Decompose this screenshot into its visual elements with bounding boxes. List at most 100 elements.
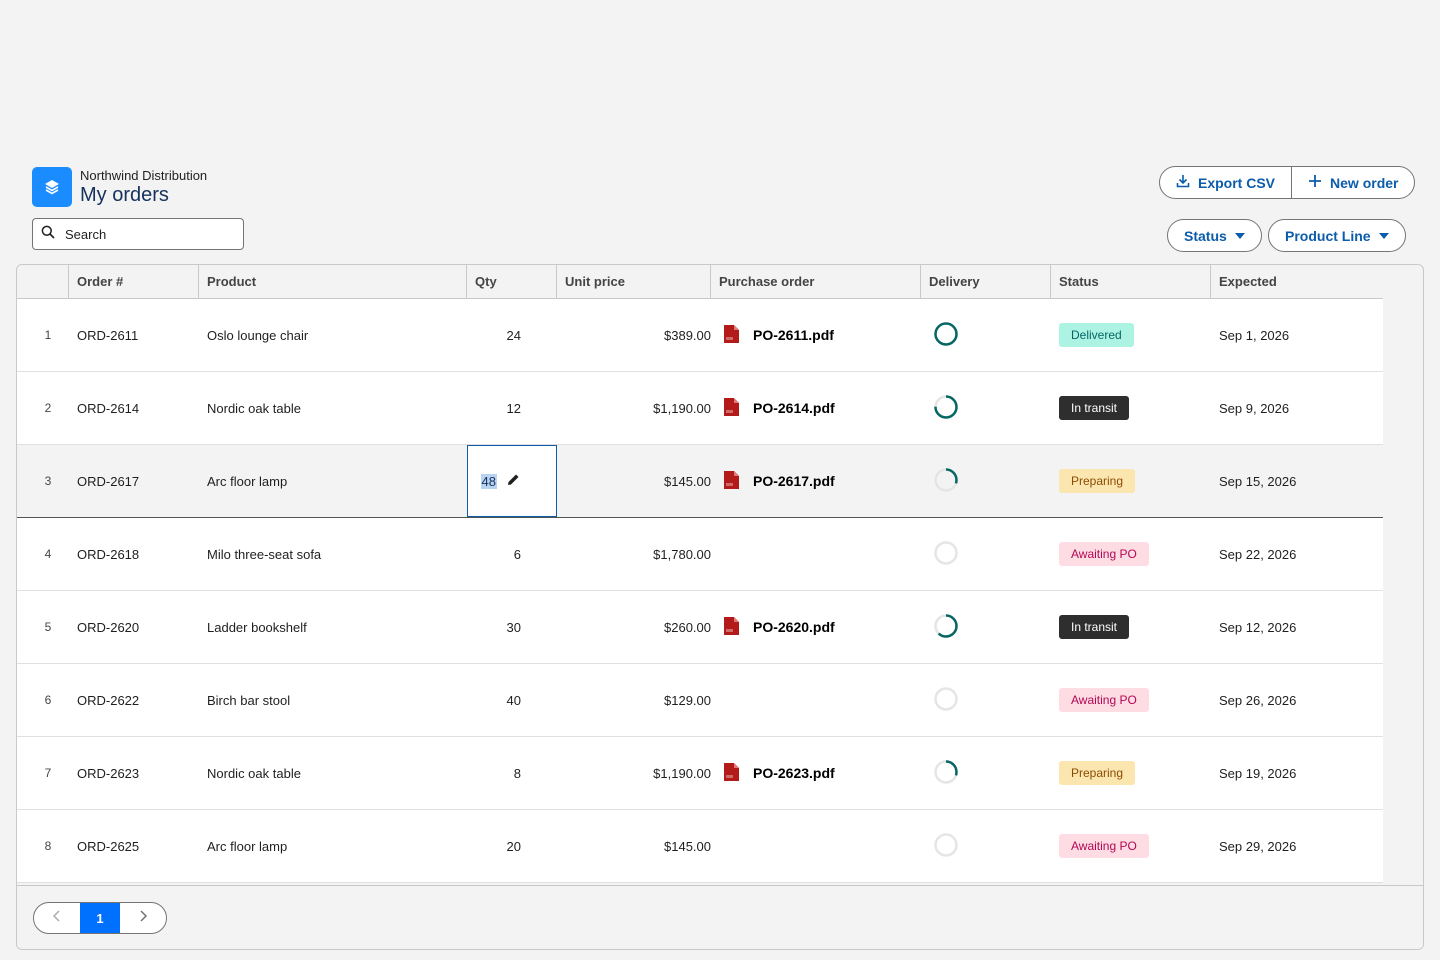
qty-cell[interactable]: 12 <box>467 372 557 444</box>
qty-cell[interactable]: 40 <box>467 664 557 736</box>
table-row[interactable]: 2 ORD-2614 Nordic oak table 12 $1,190.00 PO-2… <box>17 372 1383 445</box>
purchase-order-link[interactable]: PO-2617.pdf <box>753 473 835 489</box>
qty-cell[interactable]: 20 <box>467 810 557 882</box>
chevron-right-icon <box>138 909 148 927</box>
qty-cell[interactable]: 24 <box>467 299 557 371</box>
export-csv-button[interactable]: Export CSV <box>1160 167 1291 198</box>
purchase-order-cell[interactable]: PO-2611.pdf <box>711 299 921 371</box>
purchase-order-link[interactable]: PO-2623.pdf <box>753 765 835 781</box>
unit-price-cell[interactable]: $389.00 <box>557 299 711 371</box>
table-row[interactable]: 3 ORD-2617 Arc floor lamp 48 $145.00 PO-2617.… <box>17 445 1383 518</box>
expected-date-cell[interactable]: Sep 9, 2026 <box>1211 372 1373 444</box>
purchase-order-cell[interactable]: PO-2623.pdf <box>711 737 921 809</box>
expected-date-cell[interactable]: Sep 29, 2026 <box>1211 810 1373 882</box>
delivery-cell <box>921 372 1051 444</box>
order-number-cell[interactable]: ORD-2614 <box>69 372 199 444</box>
pdf-file-icon <box>723 471 739 492</box>
table-row[interactable]: 8 ORD-2625 Arc floor lamp 20 $145.00 Awaiting… <box>17 810 1383 883</box>
unit-price-cell[interactable]: $1,190.00 <box>557 737 711 809</box>
expected-date-cell[interactable]: Sep 1, 2026 <box>1211 299 1373 371</box>
product-cell[interactable]: Milo three-seat sofa <box>199 518 467 590</box>
product-cell[interactable]: Ladder bookshelf <box>199 591 467 663</box>
status-cell[interactable]: Preparing <box>1051 737 1211 809</box>
column-header-qty[interactable]: Qty <box>467 265 557 299</box>
grid-body: 1 ORD-2611 Oslo lounge chair 24 $389.00 PO-26… <box>17 299 1383 883</box>
caret-down-icon <box>1235 233 1245 239</box>
column-header-expected[interactable]: Expected <box>1211 265 1383 299</box>
expected-date-cell[interactable]: Sep 19, 2026 <box>1211 737 1373 809</box>
status-cell[interactable]: In transit <box>1051 372 1211 444</box>
status-filter-button[interactable]: Status <box>1167 219 1262 252</box>
qty-value: 24 <box>507 328 521 343</box>
product-cell[interactable]: Nordic oak table <box>199 737 467 809</box>
status-badge: Preparing <box>1059 469 1135 493</box>
grid-footer: 1 <box>17 885 1423 950</box>
column-header-status[interactable]: Status <box>1051 265 1211 299</box>
column-header-order[interactable]: Order # <box>69 265 199 299</box>
expected-date-cell[interactable]: Sep 15, 2026 <box>1211 445 1373 517</box>
expected-date-cell[interactable]: Sep 22, 2026 <box>1211 518 1373 590</box>
table-row[interactable]: 6 ORD-2622 Birch bar stool 40 $129.00 Awaitin… <box>17 664 1383 737</box>
column-header-unit-price[interactable]: Unit price <box>557 265 711 299</box>
qty-value: 12 <box>507 401 521 416</box>
status-cell[interactable]: In transit <box>1051 591 1211 663</box>
purchase-order-cell[interactable]: PO-2620.pdf <box>711 591 921 663</box>
product-line-filter-button[interactable]: Product Line <box>1268 219 1406 252</box>
purchase-order-link[interactable]: PO-2614.pdf <box>753 400 835 416</box>
unit-price-cell[interactable]: $1,190.00 <box>557 372 711 444</box>
unit-price-cell[interactable]: $260.00 <box>557 591 711 663</box>
qty-cell[interactable]: 30 <box>467 591 557 663</box>
column-header-delivery[interactable]: Delivery <box>921 265 1051 299</box>
search-box[interactable] <box>32 218 244 250</box>
unit-price-cell[interactable]: $145.00 <box>557 445 711 517</box>
table-row[interactable]: 4 ORD-2618 Milo three-seat sofa 6 $1,780.00 A… <box>17 518 1383 591</box>
unit-price-cell[interactable]: $145.00 <box>557 810 711 882</box>
qty-value: 8 <box>514 766 521 781</box>
order-number-cell[interactable]: ORD-2620 <box>69 591 199 663</box>
order-number-cell[interactable]: ORD-2611 <box>69 299 199 371</box>
next-page-button[interactable] <box>120 903 166 933</box>
purchase-order-link[interactable]: PO-2611.pdf <box>753 327 834 343</box>
product-cell[interactable]: Birch bar stool <box>199 664 467 736</box>
order-number-cell[interactable]: ORD-2625 <box>69 810 199 882</box>
status-cell[interactable]: Delivered <box>1051 299 1211 371</box>
product-cell[interactable]: Nordic oak table <box>199 372 467 444</box>
unit-price-cell[interactable]: $1,780.00 <box>557 518 711 590</box>
new-order-button[interactable]: New order <box>1291 167 1414 198</box>
page-button-current[interactable]: 1 <box>80 903 120 933</box>
expected-date-cell[interactable]: Sep 26, 2026 <box>1211 664 1373 736</box>
order-number-cell[interactable]: ORD-2622 <box>69 664 199 736</box>
order-number-cell[interactable]: ORD-2617 <box>69 445 199 517</box>
purchase-order-cell[interactable] <box>711 810 921 882</box>
status-cell[interactable]: Preparing <box>1051 445 1211 517</box>
column-header-purchase-order[interactable]: Purchase order <box>711 265 921 299</box>
unit-price-cell[interactable]: $129.00 <box>557 664 711 736</box>
pencil-icon[interactable] <box>507 473 520 489</box>
order-number-cell[interactable]: ORD-2618 <box>69 518 199 590</box>
status-cell[interactable]: Awaiting PO <box>1051 664 1211 736</box>
status-cell[interactable]: Awaiting PO <box>1051 518 1211 590</box>
purchase-order-cell[interactable] <box>711 664 921 736</box>
purchase-order-link[interactable]: PO-2620.pdf <box>753 619 835 635</box>
delivery-progress-ring <box>933 321 959 350</box>
previous-page-button[interactable] <box>34 903 80 933</box>
qty-cell[interactable]: 6 <box>467 518 557 590</box>
delivery-cell <box>921 518 1051 590</box>
order-number-cell[interactable]: ORD-2623 <box>69 737 199 809</box>
table-row[interactable]: 1 ORD-2611 Oslo lounge chair 24 $389.00 PO-26… <box>17 299 1383 372</box>
purchase-order-cell[interactable]: PO-2614.pdf <box>711 372 921 444</box>
expected-date-cell[interactable]: Sep 12, 2026 <box>1211 591 1373 663</box>
product-cell[interactable]: Arc floor lamp <box>199 810 467 882</box>
product-cell[interactable]: Oslo lounge chair <box>199 299 467 371</box>
search-input[interactable] <box>65 227 225 242</box>
pagination: 1 <box>33 902 167 934</box>
qty-cell[interactable]: 8 <box>467 737 557 809</box>
purchase-order-cell[interactable] <box>711 518 921 590</box>
product-cell[interactable]: Arc floor lamp <box>199 445 467 517</box>
column-header-product[interactable]: Product <box>199 265 467 299</box>
table-row[interactable]: 5 ORD-2620 Ladder bookshelf 30 $260.00 PO-262… <box>17 591 1383 664</box>
qty-cell[interactable]: 48 <box>467 445 557 517</box>
purchase-order-cell[interactable]: PO-2617.pdf <box>711 445 921 517</box>
table-row[interactable]: 7 ORD-2623 Nordic oak table 8 $1,190.00 PO-26… <box>17 737 1383 810</box>
status-cell[interactable]: Awaiting PO <box>1051 810 1211 882</box>
